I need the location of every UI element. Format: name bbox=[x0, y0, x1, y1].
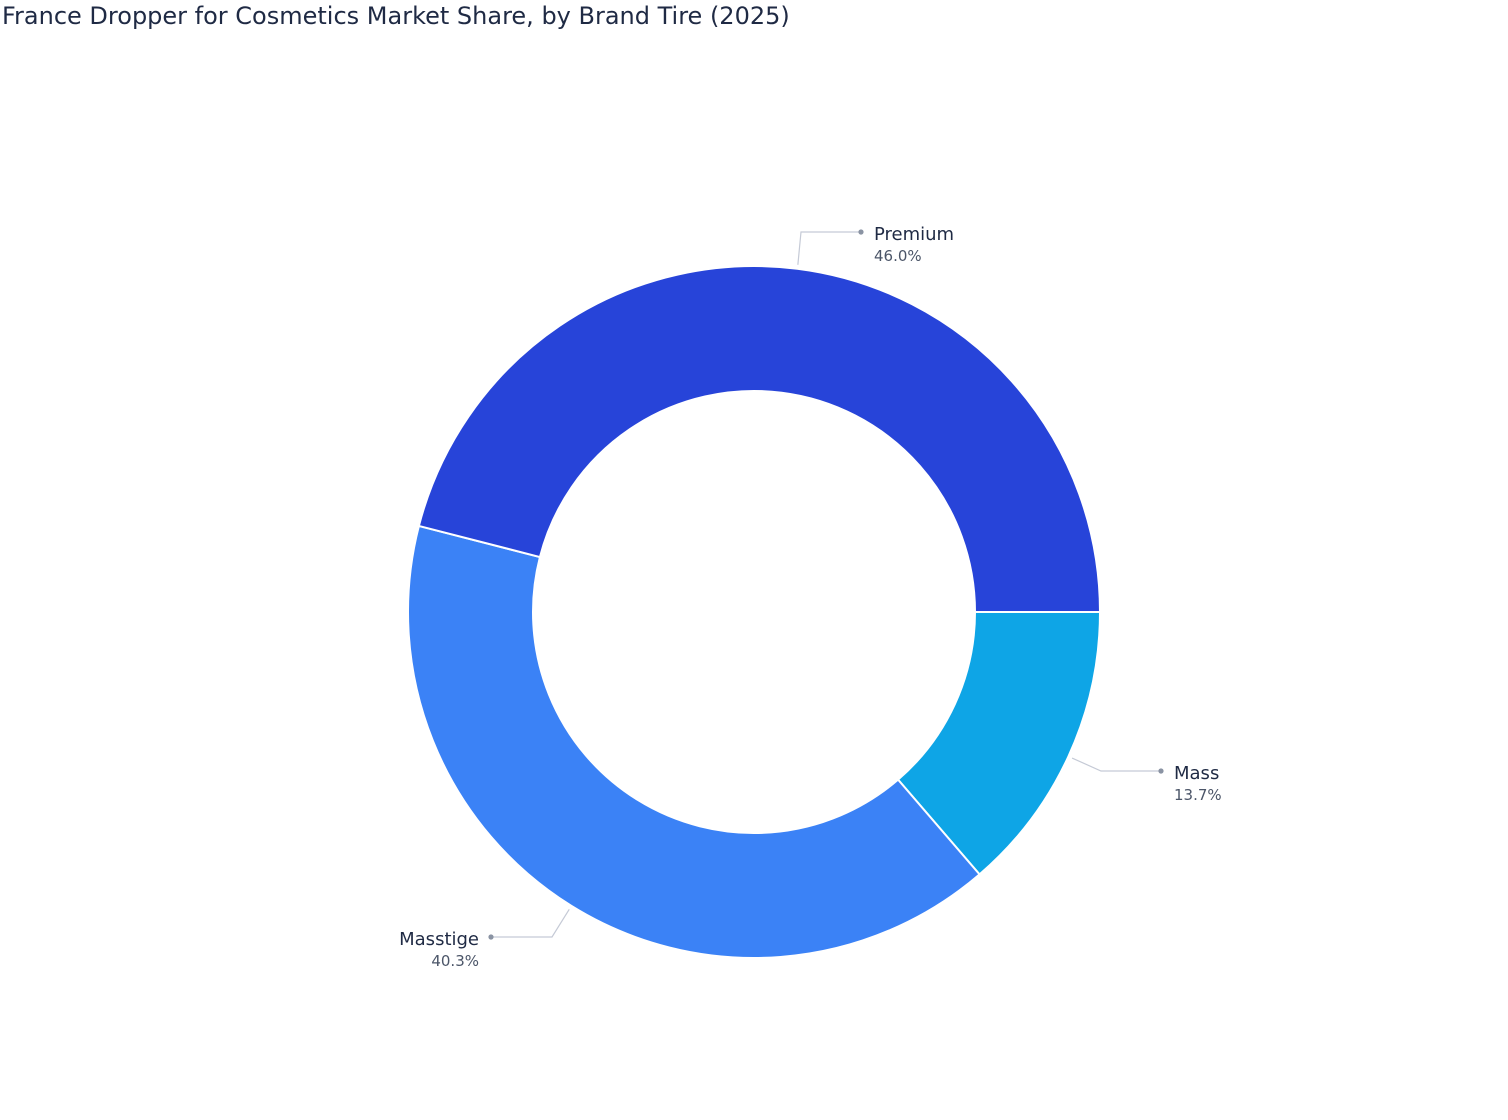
leader-dot-mass bbox=[1158, 768, 1164, 774]
slice-label-masstige: Masstige bbox=[399, 929, 479, 950]
leader-line-mass bbox=[1071, 757, 1161, 772]
leader-dot-premium bbox=[858, 229, 864, 235]
slice-value-masstige: 40.3% bbox=[431, 952, 479, 970]
slice-value-premium: 46.0% bbox=[874, 247, 922, 265]
slice-label-premium: Premium bbox=[874, 224, 954, 245]
slice-value-mass: 13.7% bbox=[1174, 786, 1222, 804]
leader-dot-masstige bbox=[488, 934, 494, 940]
labels-layer: Mass 13.7% Masstige 40.3% Premium 46.0% bbox=[399, 224, 1222, 970]
slices-layer bbox=[407, 265, 1102, 959]
slice-masstige[interactable] bbox=[407, 524, 981, 959]
chart-title: France Dropper for Cosmetics Market Shar… bbox=[2, 2, 790, 30]
slice-premium[interactable] bbox=[417, 265, 1102, 613]
leader-line-premium bbox=[797, 231, 861, 265]
leader-line-masstige bbox=[491, 908, 570, 938]
leader-lines-layer bbox=[488, 229, 1164, 940]
slice-label-mass: Mass bbox=[1174, 763, 1219, 784]
